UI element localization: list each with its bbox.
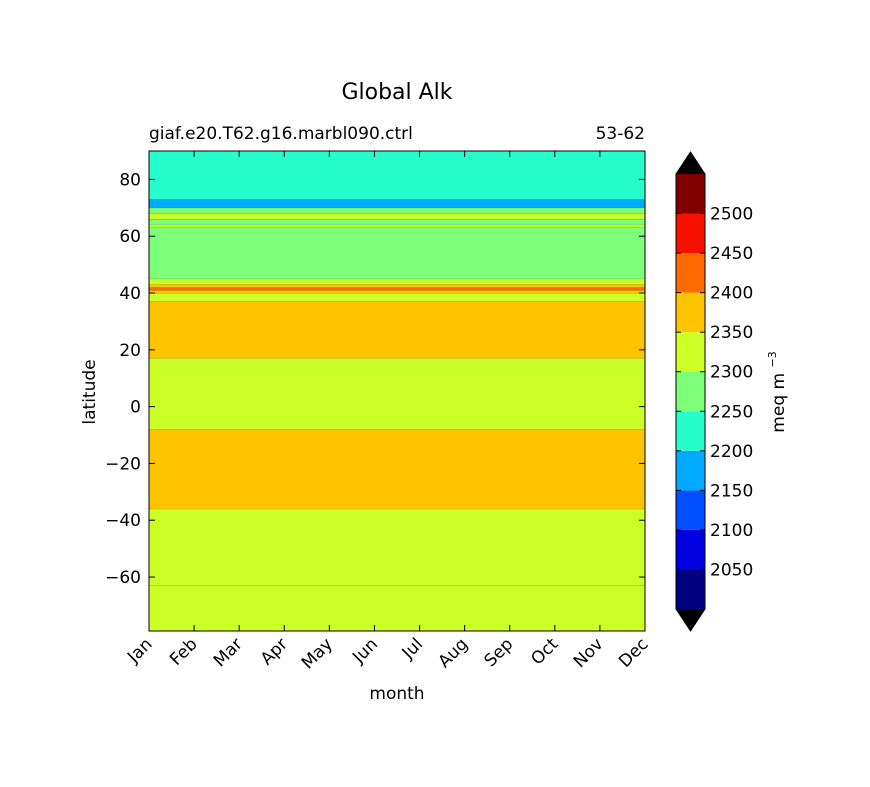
colorbar-tick-label: 2450	[710, 244, 753, 264]
colorbar-segment-6	[676, 332, 705, 372]
y-tick-label: 40	[119, 284, 141, 304]
colorbar-segment-9	[676, 213, 705, 254]
colorbar-extend-top	[676, 152, 705, 174]
x-tick-label: Oct	[527, 634, 562, 669]
contour-band-10	[149, 227, 645, 279]
chart-subtitle-left: giaf.e20.T62.g16.marbl090.ctrl	[149, 124, 413, 144]
svg-text:meq m −3: meq m −3	[766, 351, 789, 432]
x-tick-label: Nov	[570, 634, 608, 672]
colorbar-tick-label: 2500	[710, 205, 753, 225]
y-axis-label: latitude	[80, 359, 100, 424]
plot-frame	[148, 150, 646, 632]
colorbar-tick-label: 2150	[710, 481, 753, 501]
plot-area	[148, 150, 646, 632]
y-axis: 80 60 40 20 0 −20 −40 −60	[105, 170, 645, 588]
chart-title: Global Alk	[341, 80, 452, 105]
colorbar-segment-7	[676, 292, 705, 333]
y-tick-label: 20	[119, 341, 141, 361]
y-tick-label: 80	[119, 170, 141, 190]
contour-band-6	[149, 290, 645, 294]
colorbar-tick-label: 2050	[710, 560, 753, 580]
contour-band-4	[149, 301, 645, 359]
colorbar-tick-label: 2250	[710, 402, 753, 422]
colorbar-tick-label: 2200	[710, 442, 753, 462]
colorbar-label-exponent: −3	[766, 351, 779, 367]
x-tick-label: Mar	[210, 634, 247, 671]
colorbar-segment-1	[676, 529, 705, 570]
colorbar-tick-label: 2300	[710, 363, 753, 383]
x-tick-label: Dec	[615, 634, 652, 671]
contour-band-9	[149, 278, 645, 285]
colorbar-tick-label: 2400	[710, 284, 753, 304]
contour-band-13	[149, 213, 645, 220]
colorbar-tick-label: 2100	[710, 521, 753, 541]
x-tick-label: Jul	[398, 634, 427, 663]
colorbar-label-unit: meq m	[769, 373, 789, 433]
chart-subtitle-right: 53-62	[596, 124, 645, 144]
contour-band-14	[149, 207, 645, 214]
x-tick-label: Jan	[123, 634, 156, 667]
colorbar-tick-label: 2350	[710, 323, 753, 343]
colorbar-segment-5	[676, 371, 705, 412]
y-tick-label: −60	[105, 568, 141, 588]
colorbar-segment-4	[676, 411, 705, 451]
y-tick-label: 60	[119, 227, 141, 247]
x-tick-label: May	[298, 634, 337, 673]
colorbar-segment-8	[676, 253, 705, 293]
contour-band-16	[149, 151, 645, 200]
colorbar: 2050 2100 2150 2200 2250 2300 2350 2400 2450 2500	[675, 151, 753, 632]
contour-band-0	[149, 585, 645, 631]
contour-band-7	[149, 287, 645, 291]
contour-band-11	[149, 224, 645, 228]
colorbar-segment-0	[676, 569, 705, 609]
x-tick-label: Feb	[166, 634, 201, 669]
x-tick-label: Sep	[480, 634, 517, 671]
contour-band-12	[149, 219, 645, 225]
colorbar-segment-2	[676, 490, 705, 530]
contour-band-15	[149, 199, 645, 208]
x-tick-label: Aug	[435, 634, 473, 672]
y-tick-label: −40	[105, 511, 141, 531]
colorbar-label: meq m −3	[766, 351, 789, 432]
colorbar-outline	[675, 151, 706, 632]
contour-band-2	[149, 429, 645, 509]
y-tick-label: 0	[130, 398, 141, 418]
x-tick-label: Jun	[348, 634, 382, 668]
contour-band-1	[149, 508, 645, 586]
colorbar-extend-bottom	[676, 609, 705, 631]
contour-band-3	[149, 358, 645, 430]
x-tick-label: Apr	[257, 634, 292, 669]
colorbar-segment-10	[676, 174, 705, 214]
colorbar-segment-3	[676, 450, 705, 491]
y-tick-label: −20	[105, 454, 141, 474]
x-axis-label: month	[369, 684, 424, 704]
contour-band-5	[149, 293, 645, 302]
contour-band-8	[149, 284, 645, 288]
